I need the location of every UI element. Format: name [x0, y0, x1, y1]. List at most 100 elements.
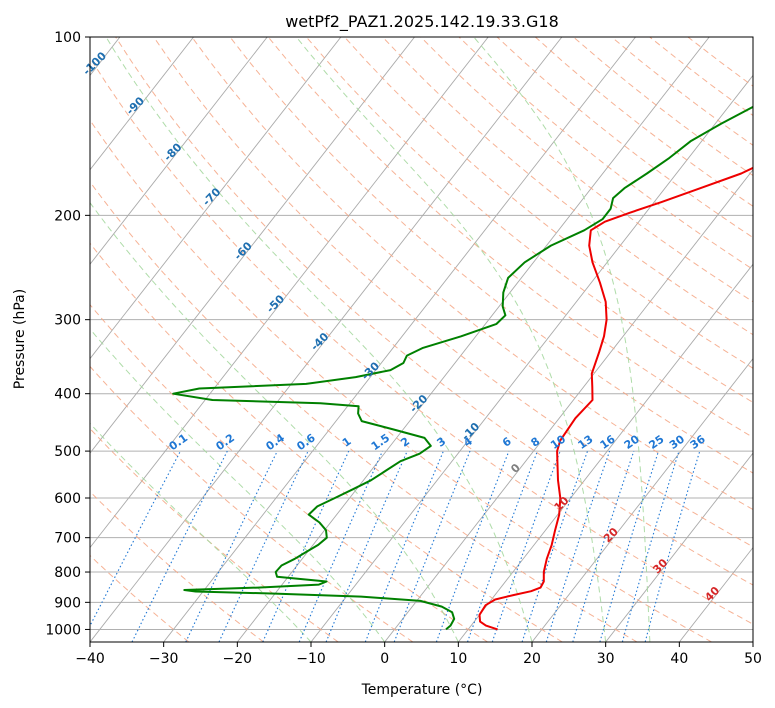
x-tick-label: 0	[380, 651, 389, 667]
mixing-ratio-line	[364, 450, 444, 642]
dry-adiabat	[191, 37, 753, 511]
mixing-ratio-label: 0.2	[214, 431, 237, 453]
moist-adiabat	[90, 328, 386, 642]
isotherm-label: 10	[552, 494, 572, 514]
dry-adiabat	[90, 119, 712, 642]
isotherm-line	[90, 37, 268, 265]
axes: −40 −30 −20 −10 0 10 20 30 40 5010020030040050060…	[45, 30, 762, 667]
dry-adiabat	[229, 37, 753, 474]
mixing-ratio-line	[491, 450, 561, 642]
dry-adiabat	[90, 490, 264, 642]
mixing-ratio-line	[131, 450, 228, 642]
dry-adiabat	[90, 181, 638, 642]
mixing-ratio-label: 0.6	[294, 431, 318, 453]
y-tick-label: 300	[54, 313, 81, 329]
y-tick-label: 400	[54, 387, 81, 403]
dry-adiabat	[496, 37, 753, 239]
isotherm-label: -60	[232, 239, 255, 262]
dry-adiabat	[534, 37, 753, 207]
dry-adiabat	[344, 37, 753, 369]
isotherm-label: 0	[508, 461, 523, 476]
x-tick-label: 30	[597, 651, 615, 667]
dry-adiabat	[90, 365, 414, 642]
x-tick-label: −40	[75, 651, 105, 667]
isotherm-line	[752, 641, 753, 642]
isotherm-line	[90, 37, 415, 454]
mixing-ratio-line	[621, 450, 680, 642]
isotherm-line	[310, 74, 753, 642]
isotherm-label: -50	[264, 292, 287, 315]
isotherm-line	[236, 37, 710, 642]
isotherm-line	[384, 169, 753, 642]
mixing-ratio-line	[262, 450, 350, 642]
dry-adiabat	[90, 242, 563, 642]
dry-adiabat	[90, 427, 339, 642]
dry-adiabat	[115, 37, 753, 586]
mixing-ratio-label: 30	[667, 432, 687, 452]
isotherm-line	[90, 37, 194, 171]
dewpoint-line	[172, 105, 753, 631]
mixing-ratio-label: 3	[435, 435, 449, 450]
mixing-ratio-line	[185, 450, 278, 642]
mixing-ratio-line	[599, 450, 660, 642]
mixing-ratio-label: 6	[500, 435, 514, 450]
dry-adiabat	[267, 37, 753, 438]
mixing-ratio-line	[435, 450, 510, 642]
mixing-ratio-line	[521, 450, 589, 642]
dry-adiabat	[305, 37, 753, 403]
x-tick-label: −20	[223, 651, 253, 667]
mixing-ratio-line	[325, 450, 408, 642]
isotherm-line	[90, 37, 563, 642]
mixing-ratio-line	[466, 450, 538, 642]
isotherm-label: -40	[308, 330, 331, 353]
temperature-line	[478, 166, 753, 631]
dry-adiabat	[420, 37, 753, 303]
dry-adiabat	[382, 37, 753, 336]
mixing-ratio-label: 16	[598, 432, 618, 452]
moist-adiabat	[296, 37, 607, 642]
mixing-ratio-line	[572, 450, 635, 642]
mixing-ratio-label: 1.5	[369, 431, 392, 453]
plot-frame	[89, 36, 754, 643]
dry-adiabat	[153, 37, 753, 548]
isotherm-label: -20	[407, 392, 430, 415]
profile-lines	[172, 105, 753, 631]
y-tick-label: 500	[54, 444, 81, 460]
x-axis-title: Temperature (°C)	[361, 682, 483, 698]
isotherm-label: 40	[702, 584, 722, 604]
y-tick-label: 800	[54, 565, 81, 581]
mixing-ratio-label: 1	[340, 435, 354, 450]
y-tick-label: 100	[54, 30, 81, 46]
moist-adiabat	[90, 422, 312, 642]
mixing-ratio-label: 25	[647, 433, 667, 452]
mixing-ratio-line	[218, 450, 309, 642]
isotherm-label: -100	[80, 49, 109, 78]
mixing-ratio-label: 2	[398, 435, 412, 450]
isotherm-line	[90, 37, 342, 360]
mixing-ratio-line	[644, 450, 701, 642]
y-tick-label: 900	[54, 595, 81, 611]
isotherm-label: -70	[200, 185, 223, 208]
y-tick-label: 1000	[45, 622, 81, 638]
chart-title: wetPf2_PAZ1.2025.142.19.33.G18	[285, 12, 559, 32]
y-tick-label: 200	[54, 208, 81, 224]
mixing-ratio-line	[298, 450, 384, 642]
dry-adiabat	[90, 554, 190, 642]
dry-adiabat	[687, 37, 753, 87]
isotherm-label: 30	[650, 556, 670, 576]
x-tick-label: 50	[744, 651, 762, 667]
isotherm-line	[163, 37, 636, 642]
mixing-ratio-label: 0.1	[167, 431, 190, 453]
x-tick-label: 20	[523, 651, 541, 667]
isotherm-line	[605, 452, 753, 642]
y-tick-label: 600	[54, 491, 81, 507]
mixing-ratio-line	[393, 450, 471, 642]
moist-adiabat	[105, 37, 533, 642]
dry-adiabat	[90, 303, 488, 642]
y-tick-label: 700	[54, 531, 81, 547]
mixing-ratio-label: 10	[548, 432, 568, 452]
isotherm-line	[457, 263, 753, 642]
mixing-ratio-line	[90, 450, 181, 628]
x-tick-label: −30	[149, 651, 179, 667]
